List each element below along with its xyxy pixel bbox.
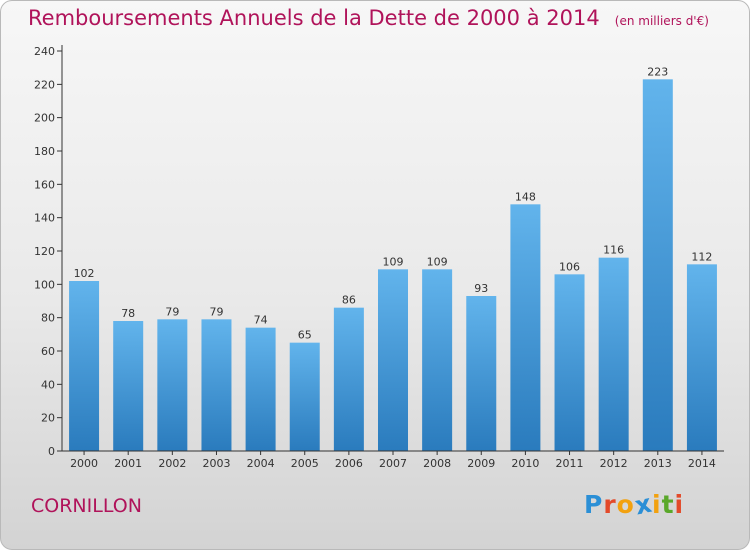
- bar-2006: [333, 307, 364, 451]
- chart-title-main: Remboursements Annuels de la Dette de 20…: [28, 6, 600, 30]
- x-tick-label: 2001: [114, 457, 142, 470]
- bar-value-label: 79: [165, 305, 179, 318]
- bar-value-label: 86: [342, 294, 356, 307]
- bar-value-label: 112: [691, 250, 712, 263]
- y-tick-label: 80: [41, 312, 55, 325]
- bar-value-label: 78: [121, 307, 135, 320]
- proxiti-logo: Proxiti: [584, 489, 685, 521]
- bar-value-label: 79: [209, 305, 223, 318]
- bar-value-label: 106: [559, 260, 580, 273]
- x-tick-label: 2013: [644, 457, 672, 470]
- bar-2005: [289, 342, 320, 451]
- bar-2000: [69, 281, 100, 451]
- x-tick-label: 2012: [600, 457, 628, 470]
- x-tick-label: 2008: [423, 457, 451, 470]
- bar-value-label: 109: [427, 255, 448, 268]
- x-tick-label: 2000: [70, 457, 98, 470]
- logo-letter: t: [661, 490, 675, 519]
- y-tick-label: 40: [41, 378, 55, 391]
- x-tick-label: 2009: [467, 457, 495, 470]
- bar-value-label: 93: [474, 282, 488, 295]
- bar-2012: [598, 257, 629, 451]
- x-tick-label: 2002: [158, 457, 186, 470]
- y-tick-label: 180: [34, 145, 55, 158]
- bar-value-label: 223: [647, 65, 668, 78]
- chart-title: Remboursements Annuels de la Dette de 20…: [28, 6, 709, 30]
- logo-letter: o: [616, 490, 635, 519]
- bar-2013: [642, 79, 673, 451]
- bar-2014: [686, 264, 717, 451]
- bar-2011: [554, 274, 585, 451]
- bar-value-label: 74: [254, 314, 268, 327]
- x-axis: 2000 2001 2002 2003 2004 2005 2006 2007 2008 2009…: [62, 450, 724, 470]
- y-tick-label: 60: [41, 345, 55, 358]
- x-tick-label: 2004: [247, 457, 275, 470]
- bar-value-label: 65: [298, 329, 312, 342]
- logo-letter: P: [584, 490, 604, 519]
- bar-value-label: 148: [515, 190, 536, 203]
- x-tick-label: 2006: [335, 457, 363, 470]
- y-tick-label: 0: [48, 445, 55, 458]
- bar-2009: [466, 296, 497, 451]
- bar-value-label: 109: [383, 255, 404, 268]
- bar-2010: [510, 204, 541, 451]
- y-tick-label: 240: [34, 45, 55, 58]
- y-tick-label: 160: [34, 178, 55, 191]
- x-tick-label: 2005: [291, 457, 319, 470]
- y-tick-label: 120: [34, 245, 55, 258]
- x-tick-label: 2003: [202, 457, 230, 470]
- logo-letter: i: [674, 490, 685, 519]
- logo-letter: r: [603, 490, 617, 519]
- logo-letter: i: [652, 490, 662, 519]
- y-tick-label: 200: [34, 112, 55, 125]
- y-tick-label: 140: [34, 212, 55, 225]
- x-tick-label: 2014: [688, 457, 716, 470]
- y-tick-label: 100: [34, 278, 55, 291]
- x-tick-label: 2010: [511, 457, 539, 470]
- y-tick-label: 20: [41, 412, 55, 425]
- bar-2001: [113, 321, 144, 451]
- bar-value-label: 116: [603, 244, 624, 257]
- x-tick-label: 2007: [379, 457, 407, 470]
- chart-title-unit: (en milliers d'€): [614, 14, 709, 28]
- x-tick-label: 2011: [556, 457, 584, 470]
- bars: 102 78 79 79 74 65 86 109 109 93 148 106 116 223 112: [69, 65, 717, 451]
- bar-2002: [157, 319, 188, 451]
- y-axis: 0 20 40 60 80 100 120 140 160 180 200 220 240: [34, 45, 63, 458]
- bar-value-label: 102: [74, 267, 95, 280]
- bar-2003: [201, 319, 232, 451]
- y-tick-label: 220: [34, 78, 55, 91]
- bar-2004: [245, 327, 276, 451]
- bar-2008: [422, 269, 453, 451]
- city-name: CORNILLON: [31, 495, 142, 517]
- bar-2007: [378, 269, 408, 451]
